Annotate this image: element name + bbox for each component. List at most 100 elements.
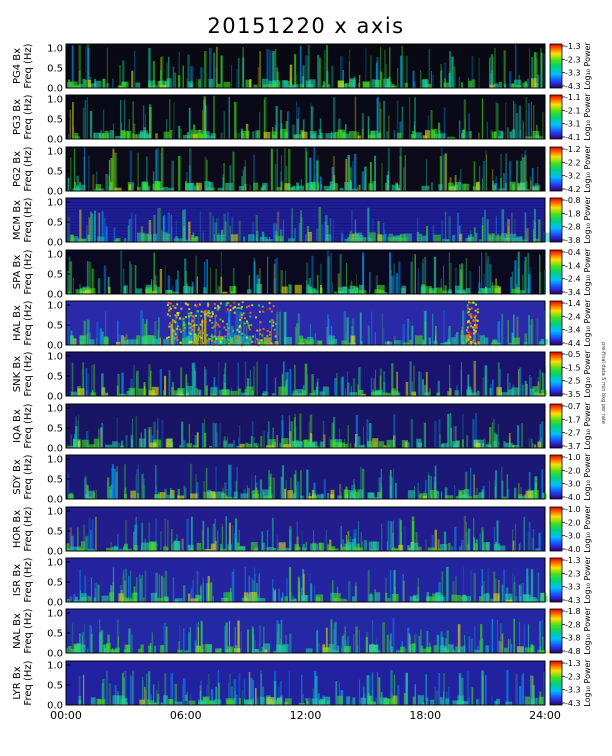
panel-hor: 0.0 0.5 1.0 HOR BxFreq (Hz) -1.0 -2.0 -3.0 -4.0… bbox=[0, 505, 612, 558]
colorbar-tick-label: -1.7 bbox=[565, 415, 581, 424]
colorbar-label: Log₁₀ Power bbox=[583, 556, 592, 604]
plot-frame bbox=[65, 146, 546, 192]
y-tick-label: 0.5 bbox=[47, 424, 63, 435]
colorbar-tick-label: -4.4 bbox=[565, 339, 581, 348]
colorbar bbox=[549, 197, 563, 243]
colorbar-tick-label: -2.8 bbox=[565, 223, 581, 232]
y-tick-label: 1.0 bbox=[47, 95, 63, 106]
plot-area bbox=[66, 609, 545, 653]
y-axis-label: SDY BxFreq (Hz) bbox=[12, 454, 34, 499]
spectrogram-svg-mcm: 0.0 0.5 1.0 MCM BxFreq (Hz) -0.8 -1.8 -2.8 -3.8… bbox=[12, 196, 592, 249]
colorbar-tick-label: -1.4 bbox=[565, 261, 581, 270]
spectrogram-texture bbox=[66, 566, 548, 602]
spectrogram-texture bbox=[70, 360, 547, 396]
y-tick-label: 0.0 bbox=[47, 649, 63, 660]
y-axis-label: MCM BxFreq (Hz) bbox=[12, 197, 34, 242]
spectrogram-texture bbox=[66, 617, 550, 653]
spectrogram-texture bbox=[67, 147, 540, 191]
colorbar bbox=[549, 454, 563, 500]
panel-spa: 0.0 0.5 1.0 SPA BxFreq (Hz) -0.4 -1.4 -2.4 -3.4… bbox=[0, 248, 612, 301]
panel-nal: 0.0 0.5 1.0 NAL BxFreq (Hz) -1.8 -2.8 -3.8 -4.8… bbox=[0, 607, 612, 660]
y-tick-label: 1.0 bbox=[47, 507, 63, 518]
y-tick-label: 0.0 bbox=[47, 598, 63, 609]
y-tick-label: 0.0 bbox=[47, 392, 63, 403]
colorbar-tick-label: -3.4 bbox=[565, 288, 581, 297]
y-tick-label: 0.0 bbox=[47, 444, 63, 455]
spectrogram-svg-pg3: 0.0 0.5 1.0 PG3 BxFreq (Hz) -1.1 -2.1 -3.1 -4.1… bbox=[12, 93, 592, 146]
spectrogram-svg-nal: 0.0 0.5 1.0 NAL BxFreq (Hz) -1.8 -2.8 -3.8 -4.8… bbox=[12, 607, 592, 660]
colorbar-tick-label: -0.5 bbox=[565, 350, 581, 359]
y-axis-label: IQA BxFreq (Hz) bbox=[12, 403, 34, 448]
spectrogram-svg-iqa: 0.0 0.5 1.0 IQA BxFreq (Hz) -0.7 -1.7 -2.7 -3.7… bbox=[12, 402, 592, 455]
spectrogram-texture bbox=[66, 413, 546, 448]
colorbar-tick-label: -1.3 bbox=[565, 556, 581, 565]
colorbar bbox=[549, 300, 563, 346]
spectrogram-svg-pg4: 0.0 0.5 1.0 PG4 BxFreq (Hz) -1.3 -2.3 -3.3 -4.3… bbox=[12, 42, 592, 95]
colorbar-tick-label: -1.8 bbox=[565, 209, 581, 218]
colorbar-label: Log₁₀ Power bbox=[583, 505, 592, 553]
colorbar bbox=[549, 351, 563, 397]
y-tick-label: 1.0 bbox=[47, 455, 63, 466]
colorbar-tick-label: -4.0 bbox=[565, 545, 581, 554]
colorbar-tick-label: -4.8 bbox=[565, 647, 581, 656]
colorbar-label: Log₁₀ Power bbox=[583, 607, 592, 655]
colorbar-tick-label: -3.8 bbox=[565, 236, 581, 245]
colorbar bbox=[549, 608, 563, 654]
y-tick-label: 1.0 bbox=[47, 301, 63, 312]
plot-frame bbox=[65, 660, 546, 706]
plot-frame bbox=[65, 506, 546, 552]
y-tick-label: 0.5 bbox=[47, 681, 63, 692]
plot-frame bbox=[65, 454, 546, 500]
y-tick-label: 0.5 bbox=[47, 578, 63, 589]
plot-frame bbox=[65, 300, 546, 346]
colorbar-tick-label: -3.8 bbox=[565, 634, 581, 643]
y-tick-label: 0.0 bbox=[47, 290, 63, 301]
colorbar-label: Log₁₀ Power bbox=[583, 145, 592, 193]
colorbar-tick-label: -3.7 bbox=[565, 442, 581, 451]
colorbar-tick-label: -2.2 bbox=[565, 158, 581, 167]
y-axis-label: HOR BxFreq (Hz) bbox=[12, 506, 34, 551]
y-tick-label: 1.0 bbox=[47, 558, 63, 569]
spectrogram-texture bbox=[78, 669, 545, 705]
y-tick-label: 1.0 bbox=[47, 147, 63, 158]
plot-frame bbox=[65, 557, 546, 603]
colorbar-tick-label: -4.3 bbox=[565, 596, 581, 605]
panel-sdy: 0.0 0.5 1.0 SDY BxFreq (Hz) -1.0 -2.0 -3.0 -4.0… bbox=[0, 453, 612, 506]
colorbar bbox=[549, 660, 563, 706]
y-axis-label: SNK BxFreq (Hz) bbox=[12, 351, 34, 396]
y-tick-label: 0.0 bbox=[47, 238, 63, 249]
spectrogram-texture bbox=[67, 44, 546, 88]
y-axis-label: PG3 BxFreq (Hz) bbox=[12, 94, 34, 139]
spectrogram-texture bbox=[66, 515, 541, 551]
plot-area bbox=[66, 44, 545, 88]
y-axis-label: HAL BxFreq (Hz) bbox=[12, 300, 34, 345]
panel-iqa: 0.0 0.5 1.0 IQA BxFreq (Hz) -0.7 -1.7 -2.7 -3.7… bbox=[0, 402, 612, 455]
panel-lyr: 0.0 0.5 1.0 LYR BxFreq (Hz) -1.3 -2.3 -3.3 -4.3… bbox=[0, 659, 612, 712]
panel-snk: 0.0 0.5 1.0 SNK BxFreq (Hz) -0.5 -1.5 -2.5 -3.5… bbox=[0, 350, 612, 403]
y-tick-label: 1.0 bbox=[47, 352, 63, 363]
colorbar-tick-label: -3.3 bbox=[565, 583, 581, 592]
plot-frame bbox=[65, 43, 546, 89]
spectrogram-svg-sdy: 0.0 0.5 1.0 SDY BxFreq (Hz) -1.0 -2.0 -3.0 -4.0… bbox=[12, 453, 592, 506]
colorbar-tick-label: -1.8 bbox=[565, 607, 581, 616]
colorbar bbox=[549, 43, 563, 89]
y-tick-label: 0.5 bbox=[47, 218, 63, 229]
plot-area bbox=[66, 250, 545, 294]
y-tick-label: 0.5 bbox=[47, 372, 63, 383]
colorbar-tick-label: -2.7 bbox=[565, 429, 581, 438]
colorbar bbox=[549, 94, 563, 140]
colorbar-tick-label: -4.3 bbox=[565, 82, 581, 91]
spectrogram-texture bbox=[67, 250, 547, 294]
colorbar-tick-label: -1.1 bbox=[565, 93, 581, 102]
colorbar-tick-label: -3.0 bbox=[565, 532, 581, 541]
y-tick-label: 0.0 bbox=[47, 495, 63, 506]
spectrogram-texture bbox=[67, 463, 547, 499]
y-tick-label: 1.0 bbox=[47, 198, 63, 209]
colorbar-tick-label: -1.0 bbox=[565, 505, 581, 514]
colorbar-tick-label: -4.1 bbox=[565, 133, 581, 142]
colorbar-tick-label: -2.0 bbox=[565, 518, 581, 527]
colorbar bbox=[549, 146, 563, 192]
panel-pg2: 0.0 0.5 1.0 PG2 BxFreq (Hz) -1.2 -2.2 -3.2 -4.2… bbox=[0, 145, 612, 198]
y-tick-label: 0.0 bbox=[47, 187, 63, 198]
plot-frame bbox=[65, 249, 546, 295]
